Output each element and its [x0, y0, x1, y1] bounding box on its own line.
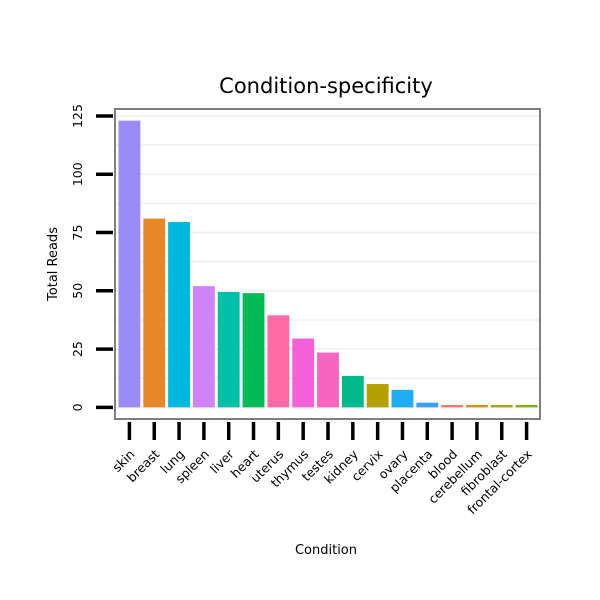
- y-tick-label: 50: [70, 283, 85, 299]
- bar-ovary: [391, 389, 414, 408]
- bar-uterus: [267, 315, 290, 408]
- bar-frontal-cortex: [515, 405, 538, 408]
- bar-placenta: [416, 402, 439, 408]
- y-axis-label: Total Reads: [46, 227, 61, 302]
- chart-title: Condition-specificity: [219, 74, 433, 98]
- bar-skin: [118, 120, 141, 408]
- bar-liver: [217, 291, 240, 408]
- bar-blood: [441, 405, 464, 408]
- bar-cervix: [366, 384, 389, 408]
- y-tick-label: 0: [70, 403, 85, 411]
- bars: [118, 120, 538, 408]
- y-tick-label: 75: [70, 225, 85, 241]
- y-tick-label: 100: [70, 162, 85, 186]
- bar-kidney: [341, 375, 364, 408]
- bar-testes: [317, 352, 339, 408]
- bar-fibroblast: [490, 405, 513, 408]
- bar-breast: [143, 218, 166, 408]
- plot-frame: [114, 108, 541, 420]
- bar-cerebellum: [466, 405, 488, 408]
- bar-lung: [168, 222, 190, 408]
- y-axis: 0 25 50 75 100 125: [70, 104, 113, 411]
- x-axis: skinbreastlungspleenliverheartuterusthym…: [109, 422, 535, 517]
- x-axis-label: Condition: [295, 543, 357, 558]
- bar-thymus: [292, 338, 315, 408]
- y-tick-label: 125: [70, 104, 85, 128]
- bar-spleen: [192, 286, 215, 408]
- y-tick-label: 25: [70, 341, 85, 357]
- bar-heart: [242, 293, 265, 408]
